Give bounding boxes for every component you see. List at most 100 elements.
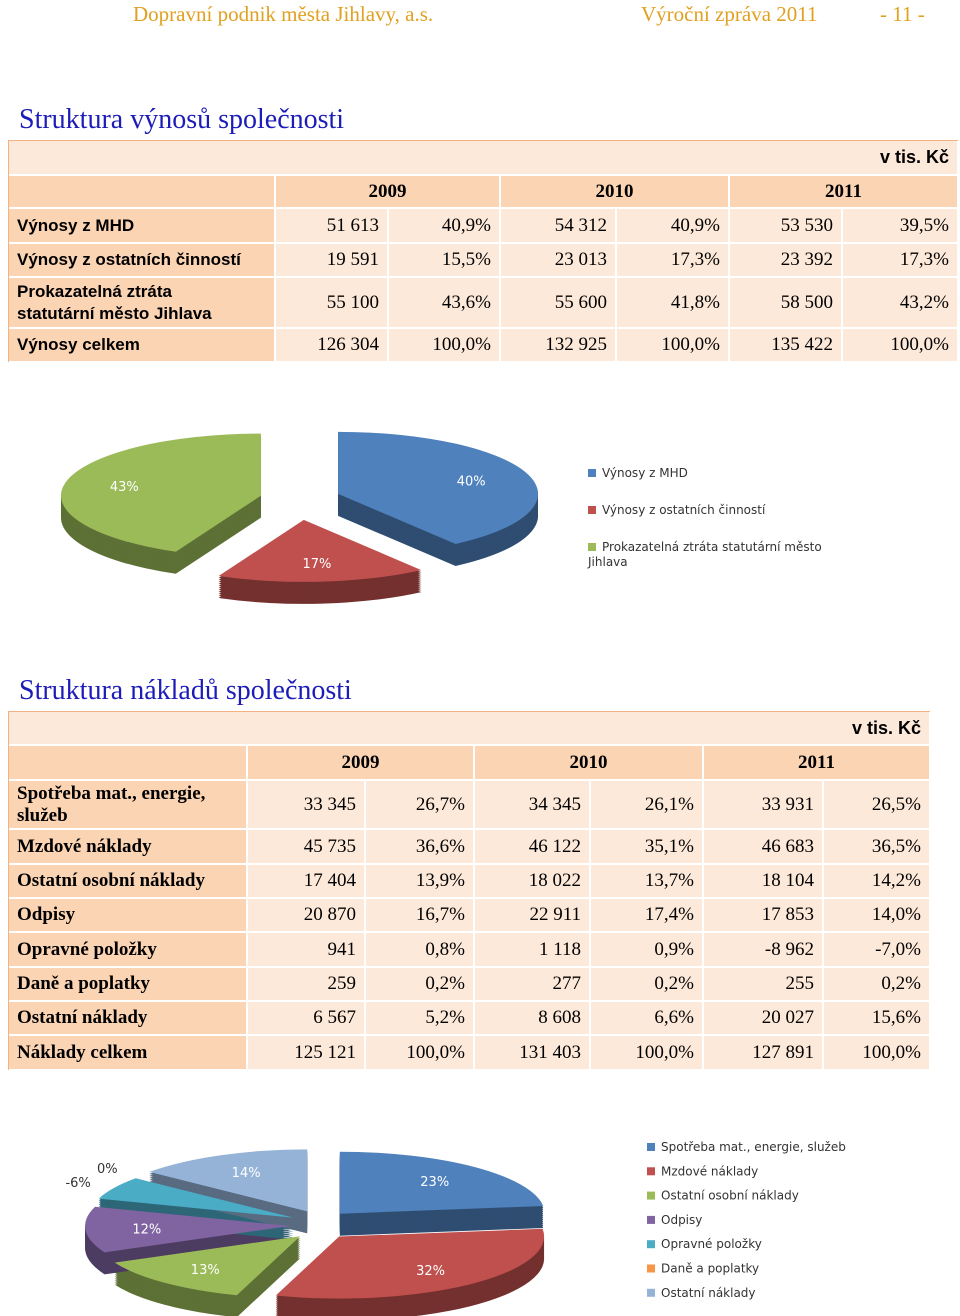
value-cell: 51 613 [276,209,389,244]
slice-side [275,1236,545,1307]
legend-label: Ostatní osobní náklady [661,1189,799,1203]
value-cell: 15,6% [824,1002,931,1036]
slice-side [98,1200,294,1240]
slice-side [114,1246,301,1306]
value-cell: 33 345 [248,781,366,830]
slice-side [114,1250,301,1310]
slice-side [338,447,539,560]
cell-text: 41,8% [670,291,720,313]
slice-side [149,1151,308,1214]
slice-side [114,1248,301,1308]
cell-text: 132 925 [545,334,607,355]
value-cell: 14,2% [824,865,931,899]
value-cell: 22 911 [475,899,591,933]
unit-cell: v tis. Kč [9,712,931,746]
cell-text: 2010 [595,180,634,202]
slice-side [218,529,422,592]
cell-text: 33 345 [303,793,356,815]
cell-text: 53 530 [780,214,833,236]
legend-swatch [588,469,596,477]
slice-side [218,541,422,604]
value-cell: 36,6% [366,830,475,865]
year-header: 2010 [475,746,704,781]
slice-label: 40% [457,474,486,489]
cell-text: 2010 [569,751,608,773]
legend-swatch [647,1288,655,1297]
cell-text: 5,2% [425,1007,465,1028]
pie-slice [338,431,539,544]
slice-side [98,1196,294,1236]
slice-side [339,1171,544,1234]
slice-side [60,455,261,574]
row-label: Výnosy z ostatních činností [9,244,276,278]
slice-side [149,1163,308,1226]
value-cell: 43,2% [843,278,959,329]
value-cell: 16,7% [366,899,475,933]
slice-side [149,1157,308,1220]
slice-label: 12% [132,1223,161,1238]
cell-text: -8 962 [764,938,814,960]
legend-label: Ostatní náklady [661,1286,756,1300]
slice-side [138,1193,297,1234]
slice-side [60,445,261,564]
slice-side [85,1222,291,1269]
slice-side [98,1194,294,1234]
value-cell: 255 [704,968,824,1002]
row-label: Opravné položky [9,933,248,968]
pie-slice [60,433,261,552]
slice-side [85,1214,291,1261]
cell-text: 40,9% [441,214,491,236]
value-cell: 0,2% [366,968,475,1002]
value-cell: 33 931 [704,781,824,830]
slice-side [149,1155,308,1218]
value-cell: 0,8% [366,933,475,968]
pie-slice [98,1178,294,1218]
slice-side [60,437,261,556]
cell-text: Výnosy z ostatních činností [17,250,241,269]
cell-text: 17,3% [670,249,720,270]
cell-text: 255 [785,973,815,994]
cell-text: 17,4% [644,904,694,925]
value-cell: 41,8% [617,278,730,329]
row-label: Výnosy celkem [9,329,276,363]
slice-side [60,453,261,572]
cell-text: 100,0% [406,1041,465,1063]
row-label: Mzdové náklady [9,830,248,865]
cell-text: 55 100 [326,291,379,313]
cell-text: 0,2% [425,973,465,994]
cell-text: 17,3% [899,249,949,270]
slice-side [60,451,261,570]
slice-side [218,539,422,602]
slice-side [275,1238,545,1309]
value-cell: 15,5% [389,244,501,278]
cell-text: 126 304 [317,334,379,355]
slice-side [218,535,422,598]
slice-side [338,441,539,554]
pie-slice [275,1228,545,1299]
slice-side [98,1192,294,1232]
value-cell: 40,9% [617,209,730,244]
cell-text: 0,8% [425,938,465,960]
value-cell: 0,2% [591,968,704,1002]
year-header: 2011 [704,746,931,781]
cell-text: 55 600 [554,291,607,313]
slice-side [60,441,261,560]
value-cell: 20 027 [704,1002,824,1036]
slice-side [218,521,422,584]
slice-label: 23% [420,1175,449,1190]
slice-side [85,1216,291,1263]
value-cell: 259 [248,968,366,1002]
cell-text: 259 [327,973,357,994]
value-cell: 35,1% [591,830,704,865]
slice-side [114,1240,301,1300]
slice-side [138,1181,297,1222]
value-cell: 100,0% [389,329,501,363]
slice-label: 0% [97,1162,118,1177]
slice-side [114,1254,301,1314]
cell-text: 14,0% [871,904,921,925]
slice-side [275,1232,545,1303]
value-cell: 20 870 [248,899,366,933]
value-cell: 6 567 [248,1002,366,1036]
cell-text: 100,0% [432,334,491,355]
cell-text: 36,6% [415,835,465,857]
